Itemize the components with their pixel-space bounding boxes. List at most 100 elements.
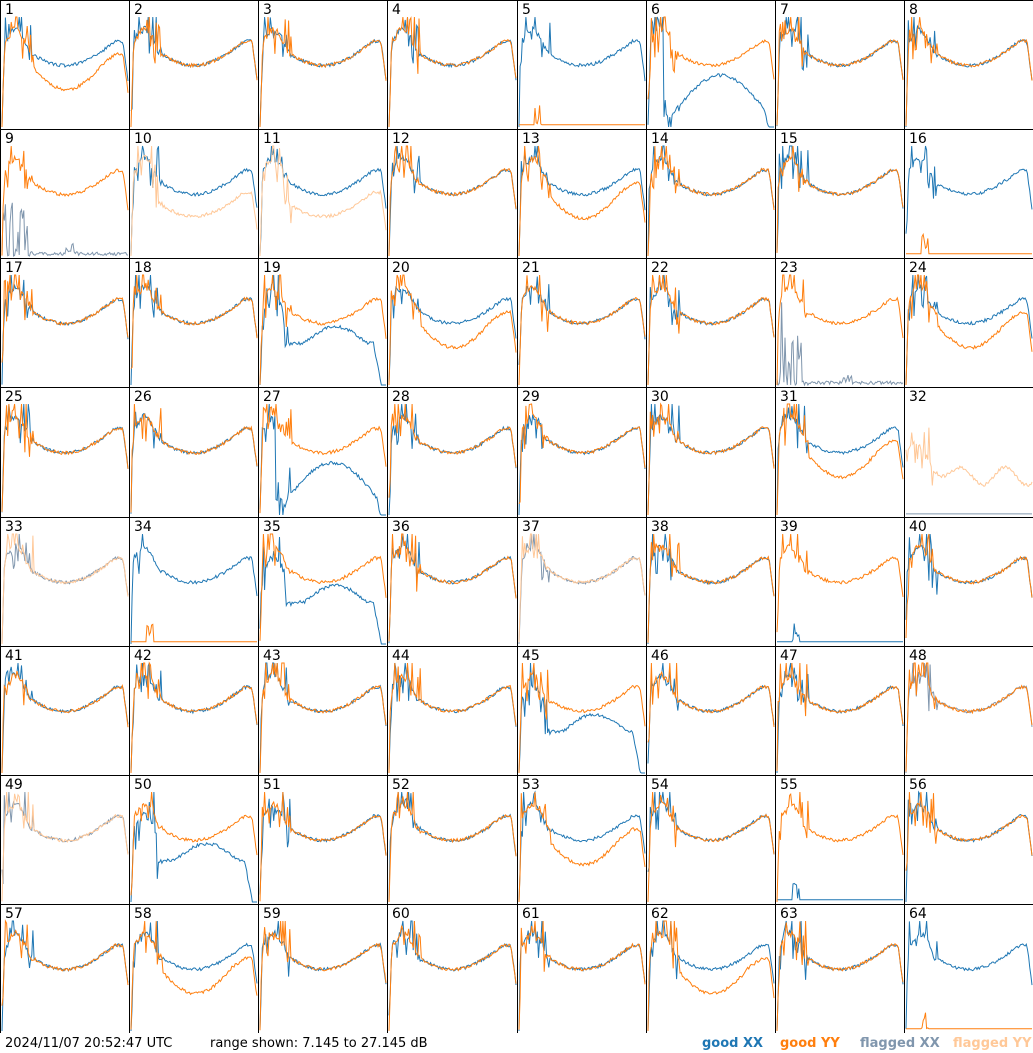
spectrum-line xyxy=(776,920,904,1032)
antenna-spectrum-plot xyxy=(647,662,775,764)
spectrum-line xyxy=(130,661,258,774)
antenna-spectrum-plot xyxy=(388,274,517,386)
antenna-number: 36 xyxy=(392,519,410,535)
antenna-number: 14 xyxy=(651,131,669,147)
antenna-number: 44 xyxy=(392,648,410,664)
antenna-panel: 64 xyxy=(905,905,1033,1033)
antenna-panel: 42 xyxy=(130,647,258,775)
antenna-panel: 24 xyxy=(905,259,1033,387)
antenna-spectrum-plot xyxy=(518,274,646,386)
antenna-number: 23 xyxy=(780,260,798,276)
legend-flagged-xx: flagged XX xyxy=(860,1036,940,1051)
antenna-panel: 59 xyxy=(259,905,387,1033)
antenna-panel: 2 xyxy=(130,1,258,129)
antenna-panel: 51 xyxy=(259,776,387,904)
antenna-spectrum-plot xyxy=(130,403,258,514)
spectrum-line xyxy=(259,533,387,641)
spectrum-line xyxy=(518,791,646,903)
antenna-number: 40 xyxy=(909,519,927,535)
antenna-spectrum-plot xyxy=(776,403,904,516)
antenna-number: 7 xyxy=(780,2,789,18)
antenna-spectrum-plot xyxy=(259,16,387,128)
antenna-spectrum-plot xyxy=(776,662,904,774)
spectrum-line xyxy=(259,274,386,386)
antenna-number: 20 xyxy=(392,260,410,276)
antenna-number: 56 xyxy=(909,777,927,793)
antenna-panel: 61 xyxy=(518,905,646,1033)
spectrum-line xyxy=(130,662,258,774)
spectrum-line xyxy=(905,920,1033,1029)
antenna-number: 26 xyxy=(134,389,152,405)
spectrum-line xyxy=(259,274,387,385)
antenna-spectrum-plot xyxy=(130,661,258,774)
spectrum-line xyxy=(518,145,646,257)
spectrum-line xyxy=(130,403,258,513)
antenna-panel: 1 xyxy=(1,1,129,129)
spectrum-line xyxy=(647,403,775,513)
antenna-panel: 53 xyxy=(518,776,646,904)
antenna-spectrum-plot xyxy=(518,920,646,1032)
antenna-number: 60 xyxy=(392,906,410,922)
antenna-number: 21 xyxy=(522,260,540,276)
spectrum-line xyxy=(905,274,1033,386)
antenna-panel: 38 xyxy=(647,518,775,646)
spectrum-line xyxy=(905,274,1033,386)
spectrum-line xyxy=(388,16,517,128)
spectrum-line xyxy=(518,920,646,1032)
antenna-number: 53 xyxy=(522,777,540,793)
antenna-panel: 11 xyxy=(259,130,387,258)
antenna-spectrum-plot xyxy=(1,274,129,385)
antenna-number: 8 xyxy=(909,2,918,18)
antenna-number: 1 xyxy=(5,2,14,18)
spectrum-line xyxy=(259,662,387,774)
antenna-panel: 36 xyxy=(388,518,517,646)
spectrum-line xyxy=(518,274,646,386)
antenna-number: 50 xyxy=(134,777,152,793)
spectrum-line xyxy=(259,791,387,902)
spectrum-line xyxy=(388,662,517,770)
antenna-number: 42 xyxy=(134,648,152,664)
antenna-number: 12 xyxy=(392,131,410,147)
antenna-spectrum-plot xyxy=(905,274,1033,386)
antenna-panel: 28 xyxy=(388,388,517,517)
spectrum-line xyxy=(905,533,1033,639)
antenna-spectrum-plot xyxy=(1,662,129,774)
antenna-panel: 5 xyxy=(518,1,646,129)
antenna-panel: 9 xyxy=(1,130,129,258)
antenna-panel: 60 xyxy=(388,905,517,1033)
antenna-spectrum-plot xyxy=(518,16,646,128)
antenna-panel: 49 xyxy=(1,776,129,904)
spectrum-line xyxy=(259,145,387,257)
antenna-panel: 19 xyxy=(259,259,387,387)
antenna-number: 27 xyxy=(263,389,281,405)
spectrum-line xyxy=(776,145,904,253)
antenna-number: 45 xyxy=(522,648,540,664)
antenna-number: 47 xyxy=(780,648,798,664)
antenna-number: 41 xyxy=(5,648,23,664)
spectrum-line xyxy=(1,274,129,385)
spectrum-line xyxy=(1,670,129,774)
antenna-spectrum-plot xyxy=(905,145,1033,255)
antenna-spectrum-plot xyxy=(388,662,517,774)
timestamp: 2024/11/07 20:52:47 UTC xyxy=(5,1036,173,1051)
antenna-panel: 17 xyxy=(1,259,129,387)
antenna-number: 15 xyxy=(780,131,798,147)
antenna-spectrum-plot xyxy=(905,662,1033,774)
antenna-panel: 6 xyxy=(647,1,775,129)
antenna-number: 54 xyxy=(651,777,669,793)
spectrum-line xyxy=(518,662,646,774)
antenna-panel: 15 xyxy=(776,130,904,258)
antenna-spectrum-plot xyxy=(259,791,387,902)
antenna-spectrum-plot xyxy=(130,16,258,128)
spectrum-line xyxy=(905,662,1033,772)
spectrum-line xyxy=(647,145,775,257)
spectrum-line xyxy=(776,403,904,514)
spectrum-line xyxy=(518,276,646,365)
spectrum-line xyxy=(776,16,904,126)
antenna-number: 5 xyxy=(522,2,531,18)
antenna-spectrum-plot xyxy=(130,533,258,645)
spectrum-line xyxy=(1,533,129,645)
spectrum-line xyxy=(1,919,129,1006)
antenna-number: 58 xyxy=(134,906,152,922)
